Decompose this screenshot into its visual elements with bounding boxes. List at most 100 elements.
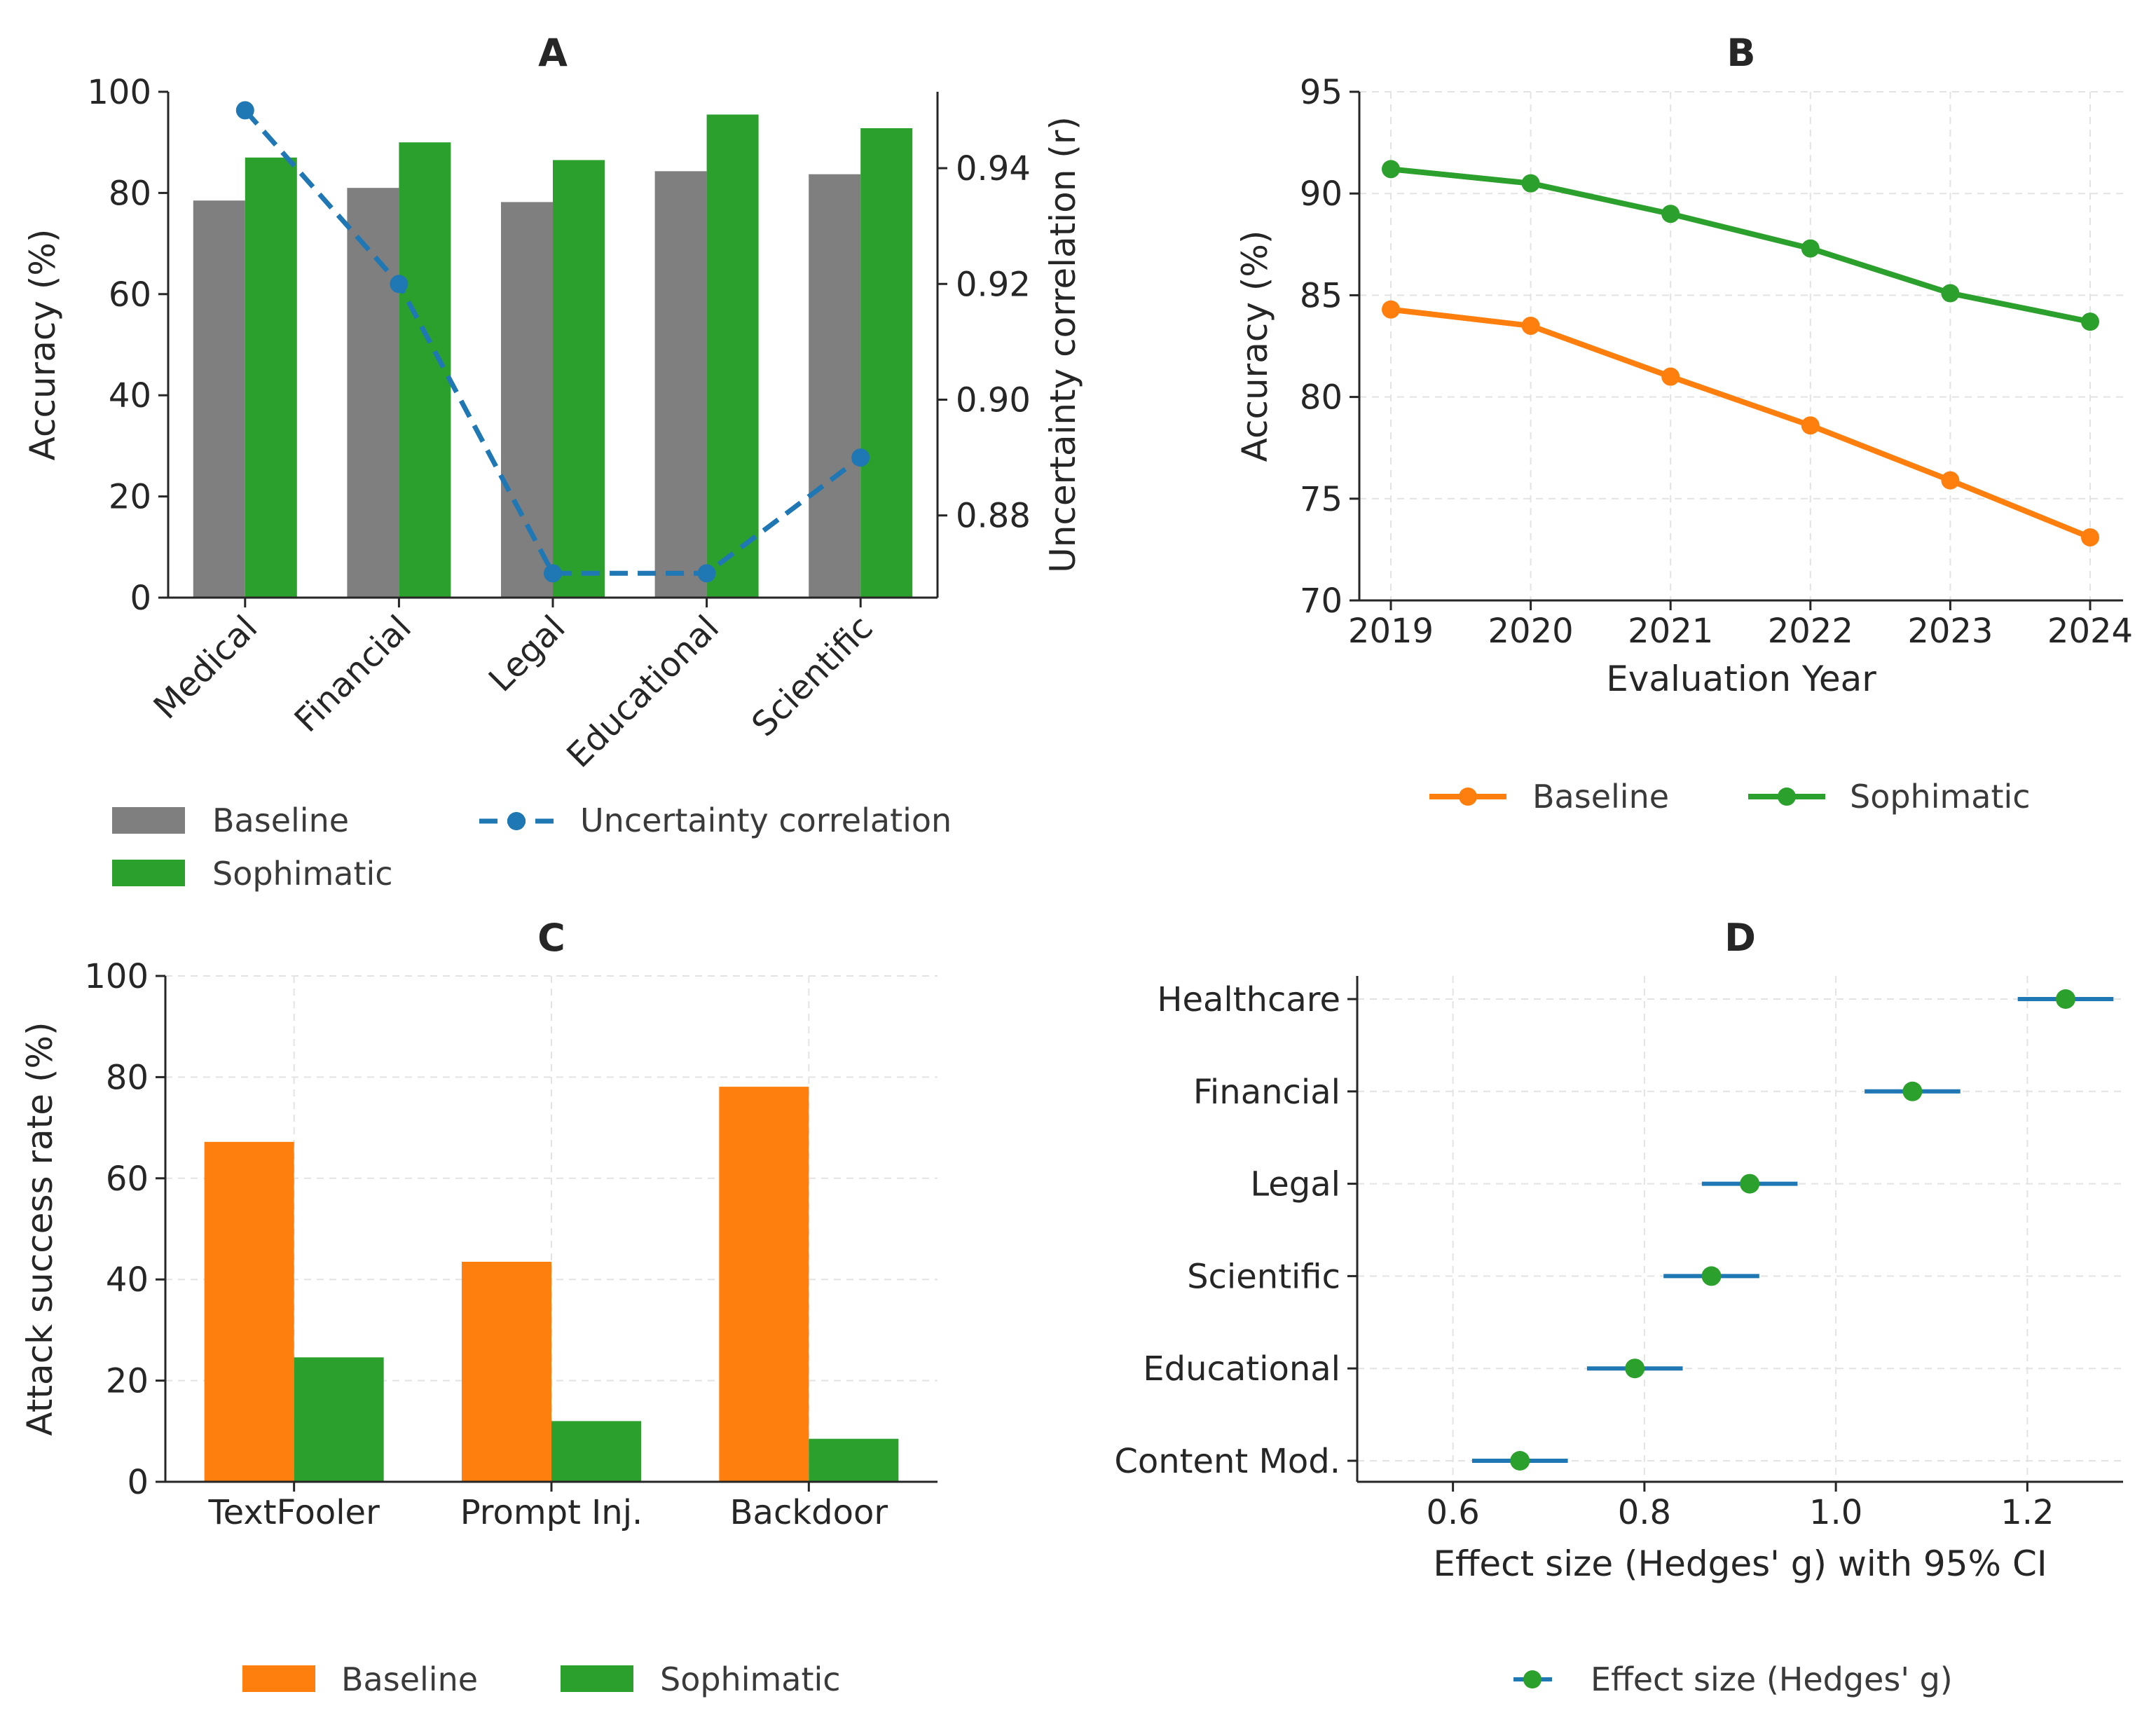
panel-c-xtick-label: TextFooler xyxy=(208,1493,380,1532)
bar-baseline-financial xyxy=(347,188,399,598)
panel-b-title: B xyxy=(1726,31,1755,75)
panel-b: B 70 75 80 85 90 95 2019 2020 2021 2022 2023 2024 Eva… xyxy=(1235,31,2133,816)
bar-baseline-educational xyxy=(654,171,707,598)
bar-sophimatic-medical xyxy=(245,157,297,598)
point-sophimatic-2022 xyxy=(1801,239,1820,258)
legend-marker-baseline xyxy=(1459,787,1477,806)
legend-label-sophimatic: Sophimatic xyxy=(660,1660,841,1698)
line-sophimatic xyxy=(1390,166,2091,325)
bar-sophimatic-financial xyxy=(399,142,451,598)
panel-a-xtick-label: Financial xyxy=(287,608,419,740)
effect-point-educational xyxy=(1625,1358,1645,1379)
legend-label-baseline: Baseline xyxy=(341,1660,478,1698)
panel-a-y2tick-label: 0.88 xyxy=(956,497,1031,536)
legend-marker-effect xyxy=(1523,1670,1542,1688)
panel-a-ytick-label: 40 xyxy=(109,376,151,415)
panel-d-xtick-label: 1.2 xyxy=(2000,1493,2054,1532)
panel-a-xtick-label: Educational xyxy=(559,608,727,776)
panel-c-ytick-label: 0 xyxy=(127,1463,149,1502)
effect-point-scientific xyxy=(1701,1266,1722,1286)
point-sophimatic-2023 xyxy=(1941,284,1960,303)
panel-d-ytick-label: Educational xyxy=(1143,1349,1340,1389)
panel-d-ytick-label: Content Mod. xyxy=(1114,1442,1340,1481)
panel-c-xtick-label: Prompt Inj. xyxy=(460,1493,643,1532)
panel-b-xtick-label: 2019 xyxy=(1348,612,1434,651)
legend-swatch-sophimatic xyxy=(112,860,185,886)
panel-b-ytick-label: 70 xyxy=(1300,582,1343,621)
panel-c-ytick-label: 60 xyxy=(106,1160,149,1199)
panel-a-xtick-label: Medical xyxy=(146,608,266,727)
legend-swatch-baseline xyxy=(112,807,185,834)
panel-a-ytick-label: 80 xyxy=(109,174,151,213)
panel-a-y2label: Uncertainty correlation (r) xyxy=(1043,116,1083,573)
legend-swatch-sophimatic xyxy=(561,1665,633,1692)
legend-label-baseline: Baseline xyxy=(212,801,349,839)
effect-point-healthcare xyxy=(2056,989,2076,1009)
panel-a-y2tick-label: 0.90 xyxy=(956,380,1031,420)
uncertainty-point-medical xyxy=(235,101,254,120)
point-baseline-2023 xyxy=(1941,471,1960,490)
effect-point-legal xyxy=(1740,1174,1760,1194)
panel-c-ytick-label: 80 xyxy=(106,1058,149,1097)
bar-baseline-textfooler xyxy=(204,1141,294,1482)
point-baseline-2021 xyxy=(1661,367,1680,386)
panel-c-ylabel: Attack success rate (%) xyxy=(20,1022,60,1436)
panel-a-ylabel: Accuracy (%) xyxy=(22,229,63,461)
bar-baseline-legal xyxy=(501,202,553,598)
line-baseline xyxy=(1390,306,2092,540)
panel-d-ytick-label: Scientific xyxy=(1187,1257,1340,1296)
point-sophimatic-2021 xyxy=(1661,205,1680,223)
uncertainty-correlation-line xyxy=(243,109,863,576)
panel-c: C 0 20 40 60 80 100 TextFooler Prompt Inj. Backdo… xyxy=(20,916,938,1698)
panel-a-y2tick-label: 0.94 xyxy=(956,149,1031,188)
legend-label-baseline: Baseline xyxy=(1532,778,1669,816)
bar-sophimatic-prompt-inj xyxy=(551,1421,641,1482)
panel-d-ytick-label: Financial xyxy=(1193,1073,1340,1112)
bar-baseline-medical xyxy=(193,200,245,598)
panel-d-ytick-label: Healthcare xyxy=(1157,980,1340,1019)
panel-b-ytick-label: 85 xyxy=(1300,276,1343,315)
bar-sophimatic-educational xyxy=(706,114,759,598)
bar-sophimatic-scientific xyxy=(860,128,913,598)
panel-b-ytick-label: 95 xyxy=(1300,73,1343,112)
legend-label-effect: Effect size (Hedges' g) xyxy=(1591,1660,1953,1698)
panel-a-ytick-label: 20 xyxy=(109,478,151,517)
legend-swatch-baseline xyxy=(242,1665,315,1692)
uncertainty-point-educational xyxy=(697,564,716,583)
effect-point-financial xyxy=(1902,1081,1923,1101)
point-sophimatic-2024 xyxy=(2081,312,2099,331)
panel-d-xtick-label: 0.6 xyxy=(1426,1493,1479,1532)
panel-a-title: A xyxy=(538,31,568,75)
panel-b-xtick-label: 2020 xyxy=(1488,612,1574,651)
legend-label-sophimatic: Sophimatic xyxy=(212,855,393,893)
legend-label-uncertainty: Uncertainty correlation xyxy=(580,801,952,839)
legend-label-sophimatic: Sophimatic xyxy=(1850,778,2031,816)
panel-d-ytick-label: Legal xyxy=(1250,1165,1340,1204)
panel-a-ytick-label: 100 xyxy=(87,73,151,112)
point-sophimatic-2019 xyxy=(1382,160,1400,179)
panel-a-ytick-label: 60 xyxy=(109,275,151,315)
panel-b-xlabel: Evaluation Year xyxy=(1606,659,1876,699)
panel-c-xtick-label: Backdoor xyxy=(730,1493,888,1532)
point-baseline-2024 xyxy=(2081,528,2099,546)
panel-d-xtick-label: 0.8 xyxy=(1618,1493,1671,1532)
panel-b-xtick-label: 2023 xyxy=(1907,612,1993,651)
effect-point-content-mod xyxy=(1510,1451,1530,1471)
panel-c-ytick-label: 100 xyxy=(84,957,149,996)
point-baseline-2020 xyxy=(1521,316,1540,335)
bar-sophimatic-textfooler xyxy=(294,1357,384,1482)
bar-sophimatic-legal xyxy=(553,160,605,598)
panel-a-xtick-label: Scientific xyxy=(744,608,880,744)
bar-sophimatic-backdoor xyxy=(809,1438,899,1482)
uncertainty-point-financial xyxy=(390,275,408,294)
point-baseline-2019 xyxy=(1382,300,1400,319)
point-sophimatic-2020 xyxy=(1521,174,1540,193)
panel-a-xtick-label: Legal xyxy=(481,608,573,700)
point-baseline-2022 xyxy=(1801,416,1820,435)
panel-d-xtick-label: 1.0 xyxy=(1809,1493,1862,1532)
panel-d-xlabel: Effect size (Hedges' g) with 95% CI xyxy=(1433,1543,2047,1584)
panel-c-title: C xyxy=(537,916,565,960)
panel-a-ytick-label: 0 xyxy=(130,579,151,618)
panel-b-xtick-label: 2024 xyxy=(2047,612,2133,651)
